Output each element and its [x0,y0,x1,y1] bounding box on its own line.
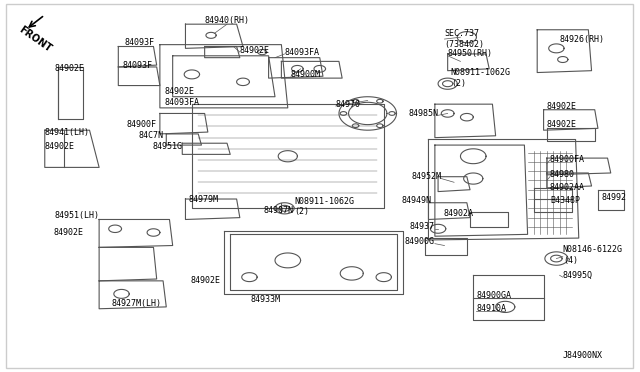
Text: 84985N: 84985N [408,109,438,118]
Text: 84902A: 84902A [444,209,473,218]
Text: 84949N: 84949N [402,196,431,205]
Text: 84093FA: 84093FA [165,98,200,107]
Text: 84992: 84992 [601,193,626,202]
Text: 84902E: 84902E [53,228,83,237]
Text: 84979M: 84979M [189,195,219,203]
Text: J84900NX: J84900NX [563,351,603,360]
Text: 84900GA: 84900GA [476,291,511,300]
Text: 84980: 84980 [550,170,575,179]
Text: 84900FA: 84900FA [550,155,585,164]
Text: 84941(LH): 84941(LH) [45,128,90,137]
Text: 84902E: 84902E [547,120,577,129]
Text: 84093F: 84093F [125,38,155,47]
Text: 84093FA: 84093FA [285,48,319,57]
Text: 84952M: 84952M [412,172,441,181]
Text: FRONT: FRONT [17,24,53,54]
Text: 84900G: 84900G [405,237,435,246]
Text: 84951G: 84951G [152,142,182,151]
Text: 84970: 84970 [336,100,361,109]
Text: N08911-1062G
(2): N08911-1062G (2) [451,68,511,88]
Text: 84902E: 84902E [54,64,84,73]
Text: 84910A: 84910A [476,304,506,313]
Text: 84902AA: 84902AA [550,183,585,192]
Text: 84937: 84937 [410,222,435,231]
Text: 84933M: 84933M [250,295,280,304]
Text: 84902E: 84902E [547,102,577,110]
Text: 84950(RH): 84950(RH) [447,49,493,58]
Text: N08146-6122G
(4): N08146-6122G (4) [563,245,623,264]
Text: 84902E: 84902E [240,46,270,55]
Text: 84927M(LH): 84927M(LH) [112,299,162,308]
Text: 84940(RH): 84940(RH) [205,16,250,25]
Text: 84902E: 84902E [165,87,195,96]
Text: 84C7N: 84C7N [138,131,163,140]
Text: 84902E: 84902E [45,142,75,151]
Text: N08911-1062G
(2): N08911-1062G (2) [294,197,354,216]
Text: 84926(RH): 84926(RH) [559,35,605,44]
Text: 84093F: 84093F [123,61,153,70]
Text: 84907N: 84907N [263,206,293,215]
Text: 84900M: 84900M [291,70,321,79]
Text: SEC.737
(738402): SEC.737 (738402) [444,29,484,49]
Text: 84995Q: 84995Q [563,271,593,280]
Text: 84902E: 84902E [191,276,221,285]
Text: B4348P: B4348P [550,196,580,205]
Text: 84900F: 84900F [127,120,157,129]
Text: 84951(LH): 84951(LH) [54,211,99,220]
